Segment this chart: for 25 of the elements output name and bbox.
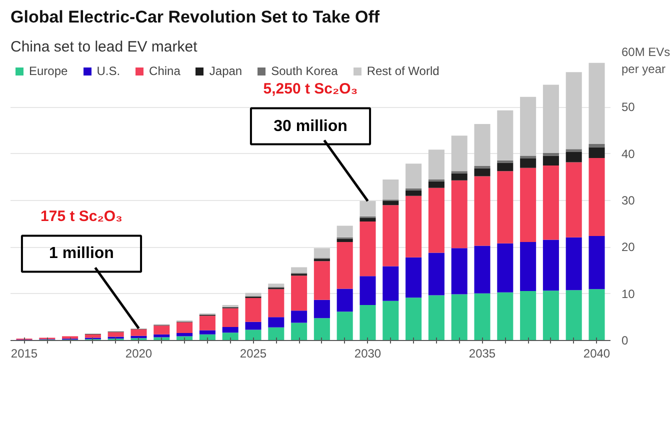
y-tick-label: 0 [622, 334, 628, 348]
annotation: 30 million [274, 118, 348, 135]
y-tick-label: 60M EVs per year [622, 45, 670, 76]
chart-title: Global Electric-Car Revolution Set to Take Off [10, 8, 380, 26]
annotation: 1 million [49, 245, 114, 262]
y-tick-label: 40 [622, 146, 636, 161]
y-tick-label: 30 [622, 194, 636, 208]
x-tick-label: 2040 [583, 346, 610, 360]
legend-label: Europe [29, 64, 68, 78]
x-tick-label: 2035 [468, 346, 496, 360]
legend-label: Japan [209, 64, 242, 78]
x-tick-label: 2020 [125, 346, 152, 360]
legend-label: China [149, 64, 180, 78]
y-tick-label: 20 [622, 240, 636, 254]
chart-subtitle: China set to lead EV market [10, 38, 198, 56]
annotation: 5,250 t Sc₂O₃ [263, 80, 358, 98]
x-tick-label: 2015 [10, 346, 38, 360]
y-tick-label: 50 [622, 100, 636, 114]
legend-label: U.S. [96, 64, 120, 78]
annotation: 175 t Sc₂O₃ [40, 208, 123, 225]
x-tick-label: 2030 [354, 346, 382, 360]
y-tick-label: 10 [622, 286, 636, 301]
legend-label: Rest of World [366, 64, 440, 78]
x-tick-label: 2025 [240, 346, 267, 360]
legend-label: South Korea [271, 64, 338, 78]
